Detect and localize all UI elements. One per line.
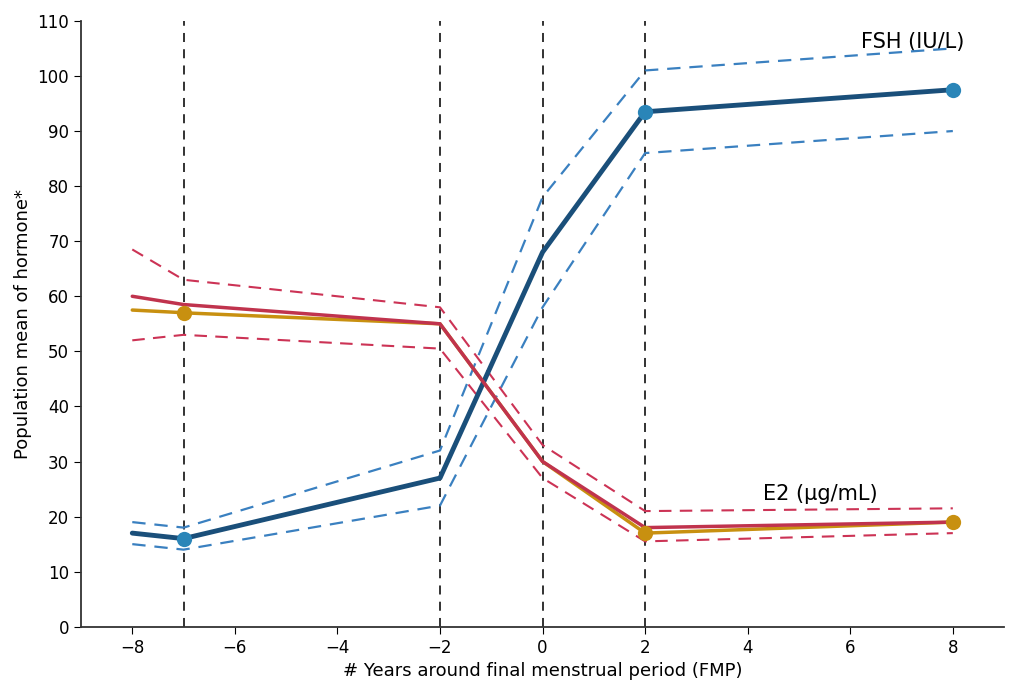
- Y-axis label: Population mean of hormone*: Population mean of hormone*: [14, 189, 32, 459]
- X-axis label: # Years around final menstrual period (FMP): # Years around final menstrual period (F…: [343, 662, 742, 680]
- Text: E2 (μg/mL): E2 (μg/mL): [764, 484, 878, 504]
- Text: FSH (IU/L): FSH (IU/L): [860, 32, 964, 52]
